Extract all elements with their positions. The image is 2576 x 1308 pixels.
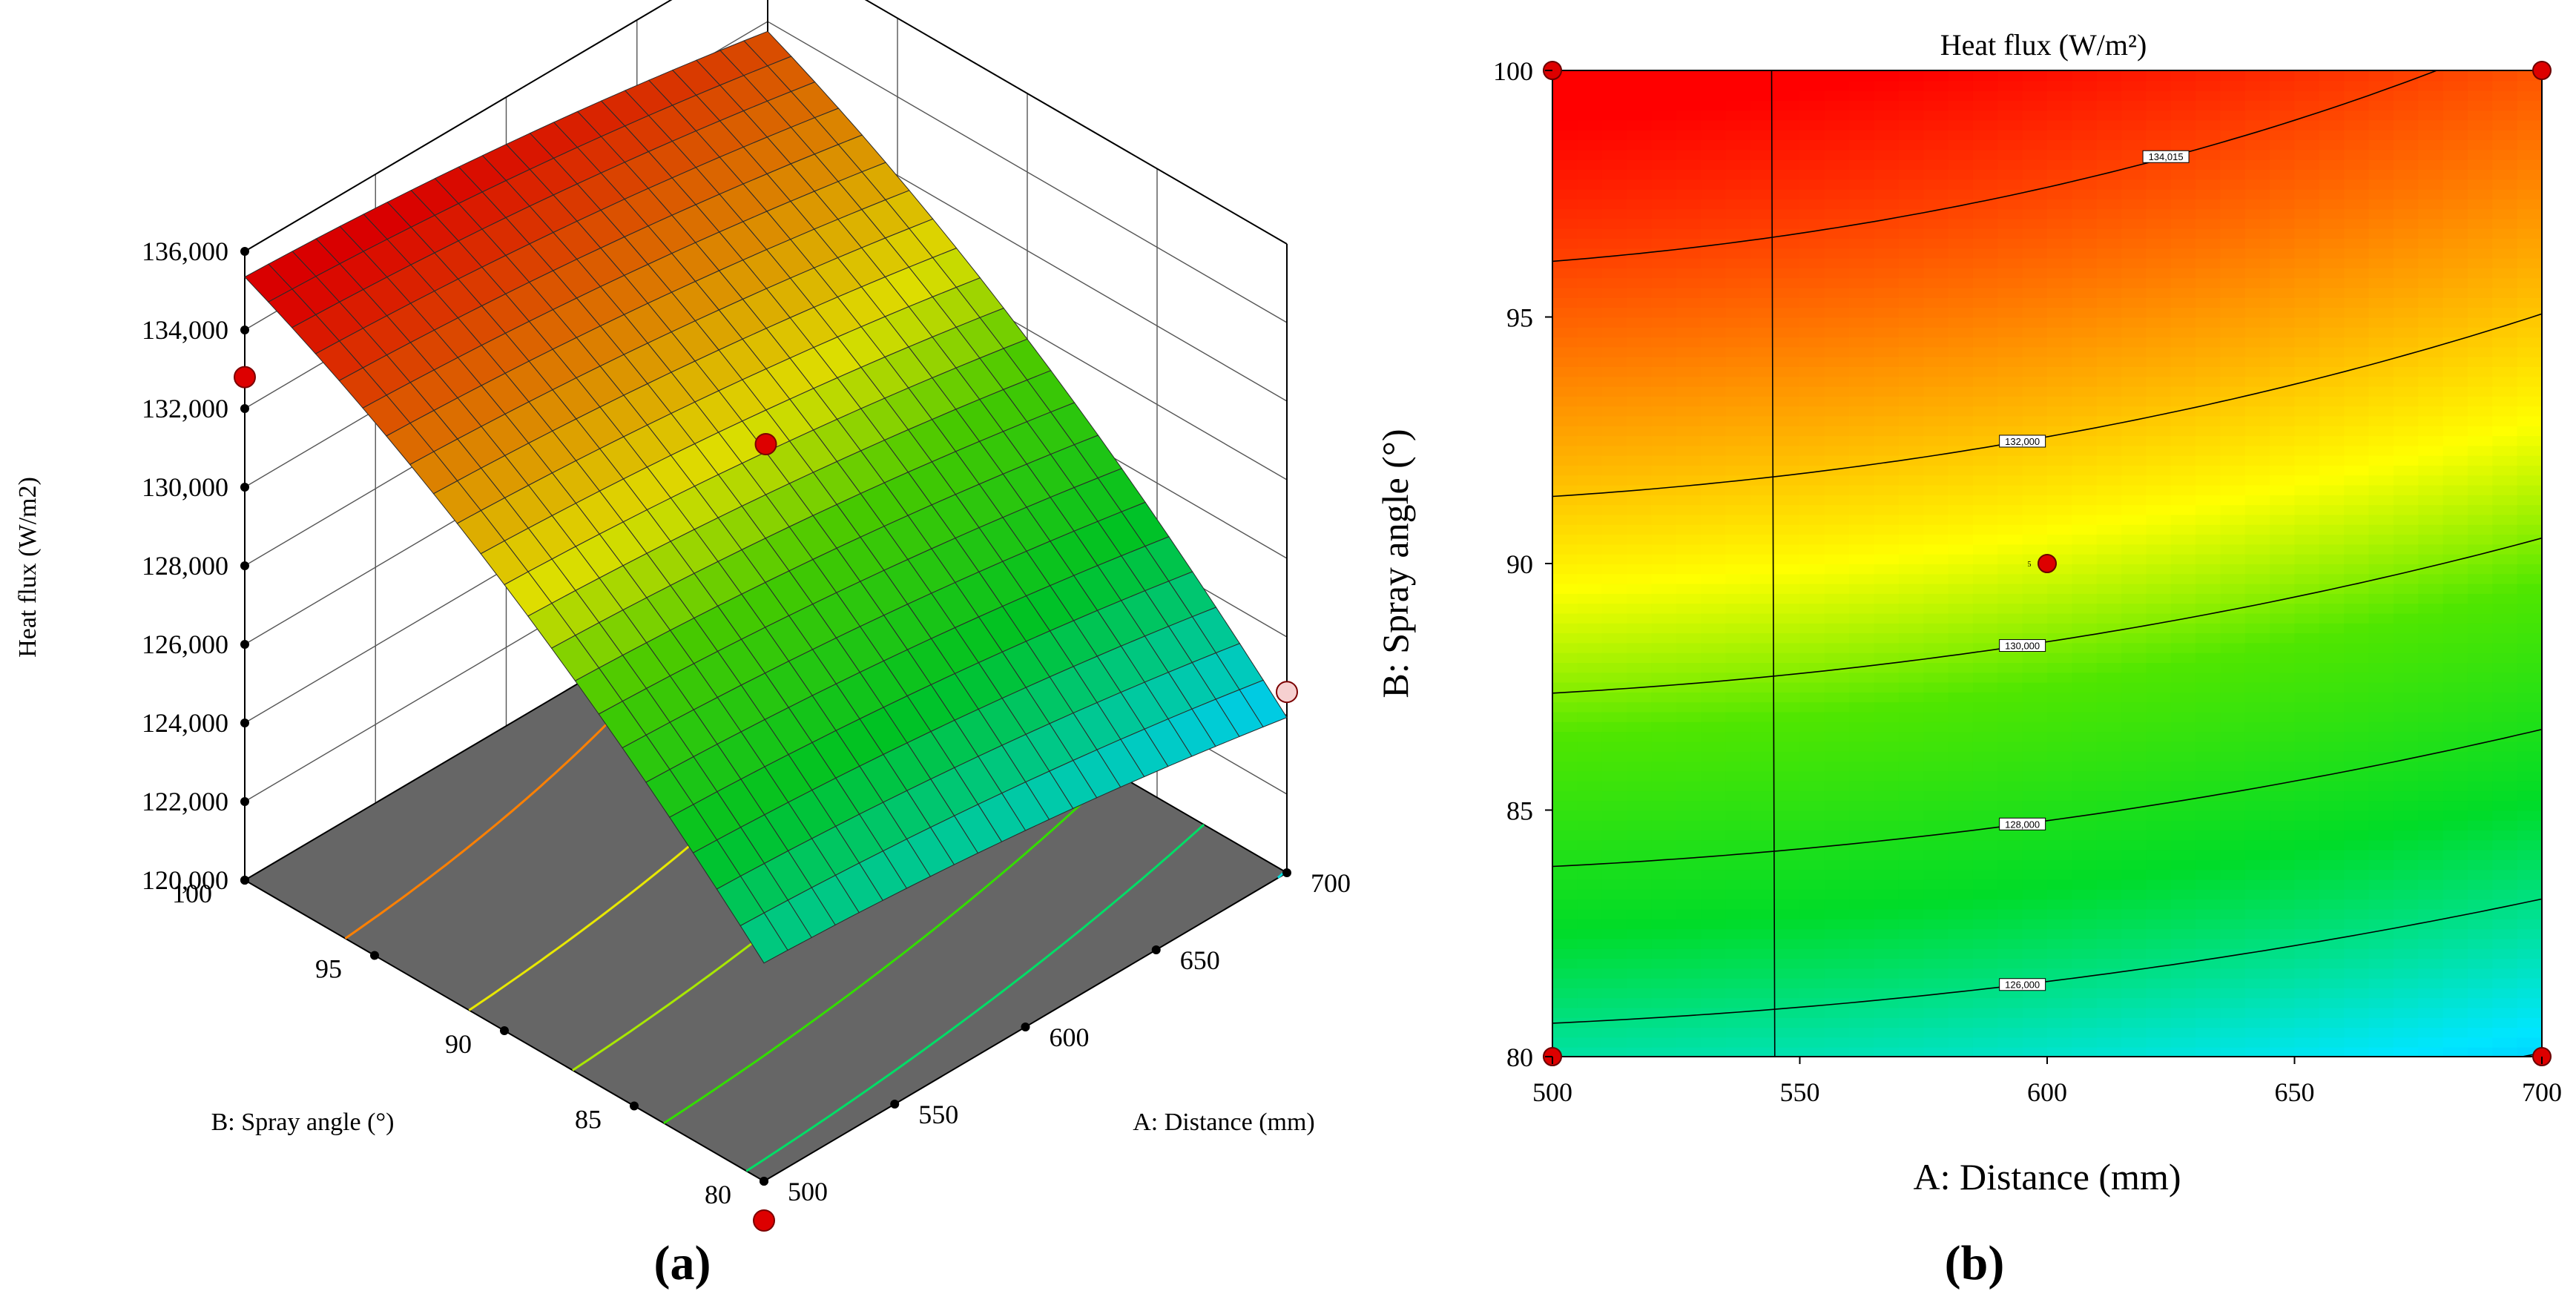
- x-tick-label: 550: [1780, 1077, 1820, 1107]
- z-tick-label: 132,000: [142, 394, 228, 423]
- surface-panel-a: 120,000 122,000 124,000 126,000 128,000 130,0…: [14, 0, 1351, 1232]
- z-tick-mark: [240, 326, 249, 334]
- y-tick-label: 100: [1493, 56, 1533, 86]
- surface-y-axis-label: B: Spray angle (°): [211, 1109, 395, 1136]
- contour-line: [1552, 537, 2542, 694]
- x-tick-mark: [890, 1100, 900, 1109]
- contour-level-label-text: 134,015: [2149, 151, 2184, 162]
- contour-y-axis-label: B: Spray angle (°): [1374, 429, 1416, 698]
- contour-design-point: [2532, 61, 2552, 80]
- x-tick-mark: [1151, 945, 1161, 954]
- contour-level-label: 128,000: [1999, 817, 2046, 830]
- contour-level-label-text: 130,000: [2005, 641, 2040, 652]
- y-tick-mark: [370, 951, 379, 960]
- z-tick-label: 124,000: [142, 708, 228, 738]
- surface-design-point: [753, 1209, 775, 1232]
- panel-label-a: (a): [654, 1236, 711, 1290]
- y-tick-label: 90: [445, 1029, 472, 1059]
- contour-line: [1552, 70, 2439, 262]
- z-tick-mark: [240, 404, 249, 413]
- contour-x-axis-label: A: Distance (mm): [1913, 1156, 2181, 1198]
- y-tick-mark: [500, 1026, 509, 1035]
- design-point-count: 5: [2028, 561, 2032, 569]
- y-tick-label: 85: [1506, 796, 1533, 826]
- contour-level-label: 126,000: [1999, 978, 2046, 991]
- z-tick-mark: [240, 247, 249, 256]
- contour-level-label-text: 132,000: [2005, 436, 2040, 447]
- x-tick-label: 600: [2027, 1077, 2067, 1107]
- response-surface: [244, 30, 1288, 964]
- z-tick-label: 128,000: [142, 551, 228, 581]
- contour-line: [1552, 313, 2542, 498]
- surface-design-point: [234, 366, 256, 389]
- surface-tick-labels: 120,000 122,000 124,000 126,000 128,000 130,0…: [142, 237, 1351, 1209]
- x-tick-label: 500: [1532, 1077, 1572, 1107]
- contour-line: [1552, 728, 2542, 868]
- y-tick-label: 80: [1506, 1043, 1533, 1072]
- z-tick-label: 122,000: [142, 787, 228, 816]
- z-tick-mark: [240, 640, 249, 649]
- contour-level-labels: 134,015132,000130,000128,000126,00012400…: [1999, 150, 2190, 991]
- contour-tick-labels: 500 550 600 650 700 80 85 90 95 100: [1493, 56, 2562, 1107]
- contour-design-point: [2038, 554, 2057, 573]
- x-tick-label: 500: [788, 1177, 828, 1206]
- x-tick-label: 600: [1050, 1023, 1090, 1052]
- floor-contour-line: [663, 772, 1116, 1124]
- z-tick-label: 120,000: [142, 865, 228, 895]
- y-tick-label: 95: [315, 954, 342, 984]
- x-tick-label: 550: [918, 1100, 958, 1129]
- z-tick-mark: [240, 797, 249, 806]
- z-tick-mark: [240, 719, 249, 727]
- z-tick-label: 130,000: [142, 472, 228, 502]
- floor-contour-line: [745, 823, 1205, 1172]
- x-tick-mark: [1021, 1023, 1030, 1031]
- z-tick-mark: [240, 483, 249, 492]
- contour-line: [1552, 898, 2542, 1024]
- contour-level-label: 134,015: [2142, 150, 2190, 163]
- contour-lines: [1552, 70, 2542, 1057]
- x-tick-label: 700: [2522, 1077, 2562, 1107]
- z-tick-label: 126,000: [142, 630, 228, 659]
- surface-x-axis-label: A: Distance (mm): [1133, 1109, 1315, 1136]
- y-tick-label: 85: [575, 1105, 602, 1134]
- y-tick-label: 90: [1506, 549, 1533, 579]
- contour-level-label: 130,000: [1999, 639, 2046, 653]
- panel-label-b: (b): [1945, 1236, 2005, 1290]
- contour-level-label: 132,000: [1999, 435, 2046, 448]
- y-tick-label: 100: [172, 879, 212, 908]
- z-tick-mark: [240, 561, 249, 570]
- y-tick-label: 80: [705, 1180, 731, 1209]
- y-tick-mark: [240, 876, 249, 885]
- x-tick-mark: [760, 1177, 768, 1186]
- x-tick-label: 650: [1180, 945, 1220, 975]
- y-tick-mark: [630, 1101, 639, 1111]
- surface-design-point: [1276, 681, 1298, 704]
- contour-color-field: [1552, 70, 2542, 1057]
- y-tick-label: 95: [1506, 303, 1533, 333]
- z-tick-label: 134,000: [142, 315, 228, 345]
- contour-panel-b: 134,015132,000130,000128,000126,00012400…: [1374, 28, 2562, 1198]
- x-tick-mark: [1282, 868, 1291, 877]
- x-tick-label: 700: [1311, 868, 1351, 898]
- contour-title: Heat flux (W/m²): [1940, 28, 2147, 62]
- surface-design-points: [234, 366, 1298, 1232]
- contour-level-label-text: 126,000: [2005, 980, 2040, 991]
- surface-design-point: [754, 433, 777, 455]
- x-tick-label: 650: [2275, 1077, 2315, 1107]
- surface-z-axis-label: Heat flux (W/m2): [14, 477, 42, 658]
- z-tick-label: 136,000: [142, 237, 228, 266]
- contour-level-label-text: 128,000: [2005, 819, 2040, 830]
